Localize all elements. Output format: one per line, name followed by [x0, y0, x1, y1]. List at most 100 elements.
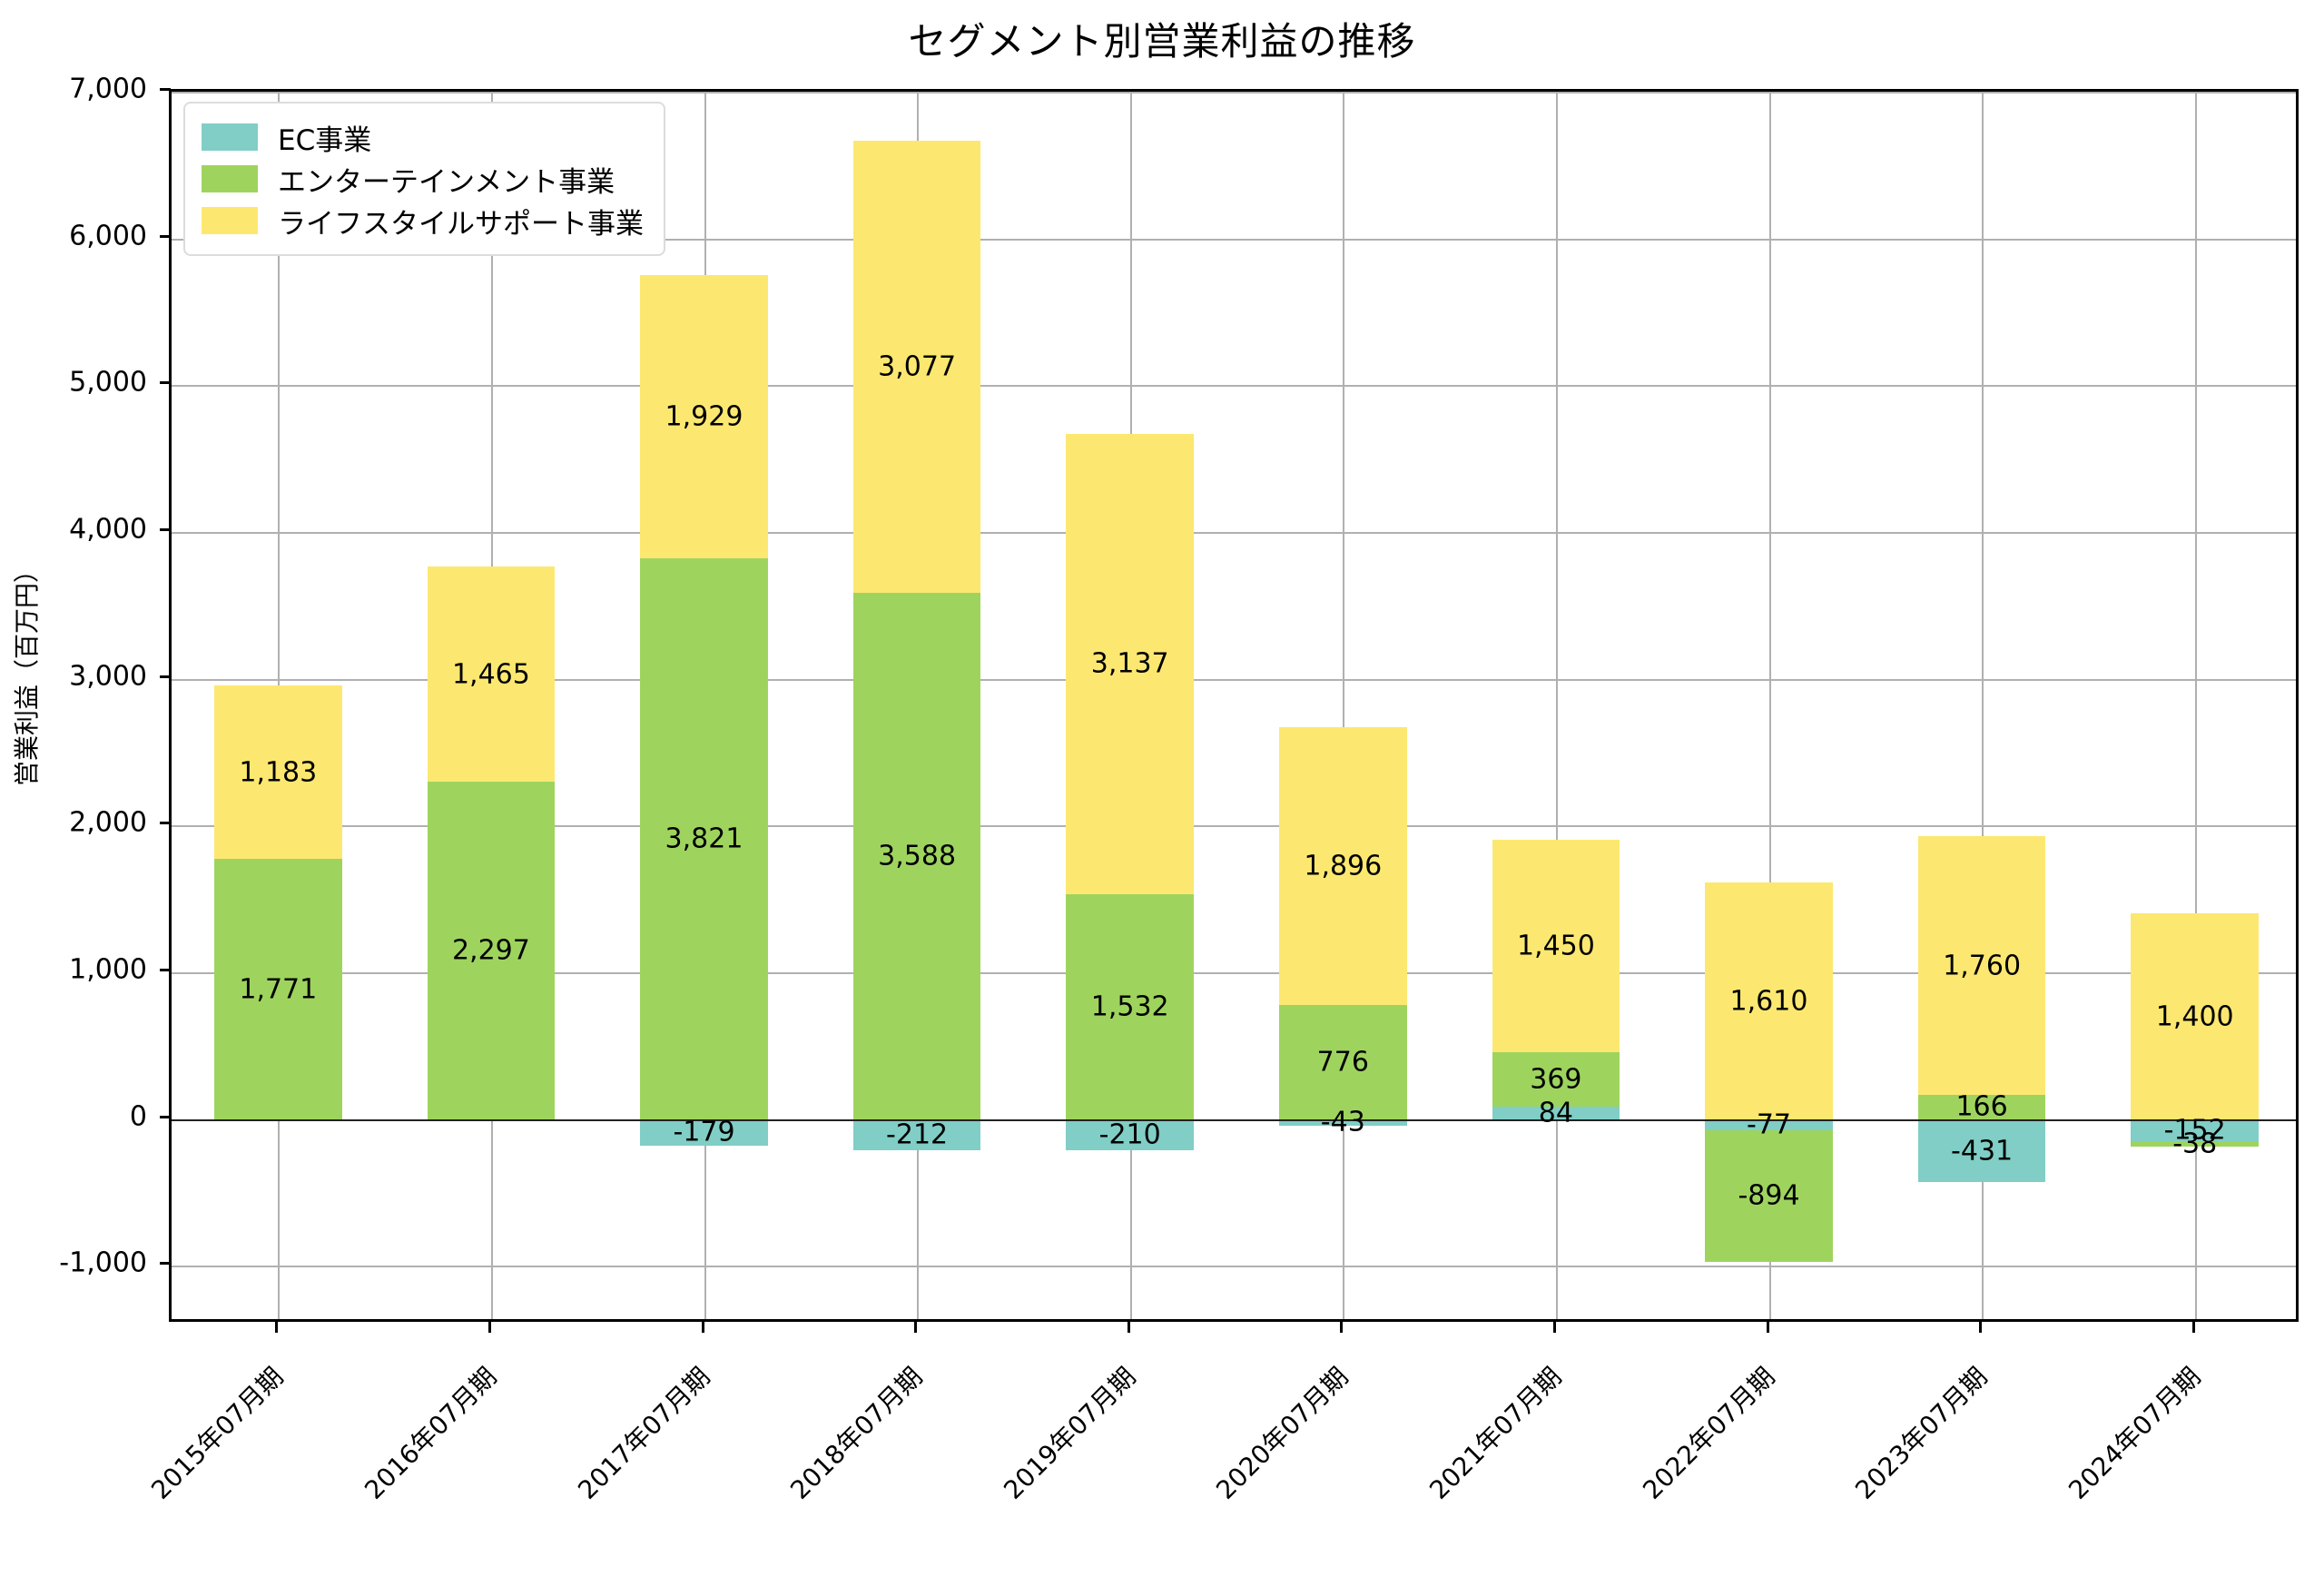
bar-value-label: 1,610 [1729, 985, 1808, 1018]
vertical-gridline [1768, 92, 1771, 1319]
bar-segment[interactable] [1492, 840, 1620, 1053]
bar-value-label: -179 [673, 1116, 735, 1148]
bar-value-label: -894 [1738, 1179, 1800, 1212]
x-axis-tick-mark [1340, 1322, 1344, 1333]
x-axis-tick-label: 2021年07月期 [1423, 1361, 1568, 1505]
bar-value-label: 3,821 [665, 823, 743, 855]
bar-segment[interactable] [1492, 1107, 1620, 1119]
bar-segment[interactable] [1705, 882, 1833, 1119]
plot-area: 1,771 1,183 2,297 1,465 -179 3,821 1,929 -212 3,… [169, 89, 2299, 1322]
y-axis-tick-mark [160, 528, 171, 531]
legend-item-label: EC事業 [278, 123, 372, 157]
bar-value-label: 1,400 [2155, 1000, 2234, 1032]
x-axis-tick-mark [1127, 1322, 1130, 1333]
bar-segment[interactable] [1278, 726, 1407, 1006]
x-axis-tick-mark [701, 1322, 704, 1333]
y-axis-tick-mark [160, 1262, 171, 1266]
bar-segment[interactable] [852, 141, 981, 593]
x-axis-tick-label: 2018年07月期 [784, 1361, 929, 1505]
y-axis-tick-label: 5,000 [69, 366, 147, 399]
x-axis-tick-mark [1766, 1322, 1769, 1333]
bar-segment[interactable] [1492, 1052, 1620, 1108]
bar-value-label: 1,896 [1304, 850, 1383, 882]
bar-segment[interactable] [213, 859, 342, 1119]
bar-value-label: 1,771 [239, 973, 318, 1005]
bar-value-label: -210 [1098, 1118, 1161, 1151]
horizontal-gridline [172, 825, 2296, 828]
y-axis-tick-label: -1,000 [59, 1246, 147, 1279]
horizontal-gridline [172, 972, 2296, 974]
horizontal-gridline [172, 385, 2296, 388]
x-axis-tick-mark [1552, 1322, 1556, 1333]
bar-value-label: -431 [1951, 1135, 2014, 1167]
y-axis-tick-mark [160, 822, 171, 825]
y-axis-tick-label: 2,000 [69, 806, 147, 839]
bar-segment[interactable] [213, 685, 342, 860]
legend-swatch-icon [202, 165, 258, 192]
horizontal-gridline [172, 238, 2296, 241]
bar-value-label: -152 [2163, 1114, 2226, 1147]
x-axis-tick-mark [2191, 1322, 2195, 1333]
bar-value-label: 776 [1316, 1046, 1369, 1079]
bar-segment[interactable] [1066, 433, 1195, 894]
bar-segment[interactable] [1278, 1005, 1407, 1119]
x-axis-tick-mark [275, 1322, 279, 1333]
bar-segment[interactable] [1917, 1094, 2046, 1119]
legend-item-1[interactable]: エンターテインメント事業 [202, 158, 644, 200]
bar-value-label: 369 [1530, 1063, 1582, 1096]
bar-value-label: 3,137 [1090, 647, 1169, 680]
horizontal-gridline [172, 678, 2296, 681]
chart-figure: セグメント別営業利益の推移 営業利益（百万円） -1,000 0 1,000 2,00… [12, 19, 2299, 1505]
bar-value-label: 1,465 [451, 658, 530, 691]
bar-segment[interactable] [640, 275, 768, 558]
legend-swatch-icon [202, 123, 258, 151]
x-axis-tick-label: 2019年07月期 [997, 1361, 1142, 1505]
legend-item-2[interactable]: ライフスタイルサポート事業 [202, 200, 644, 241]
vertical-gridline [1555, 92, 1558, 1319]
x-axis-tick-label: 2015年07月期 [145, 1361, 290, 1505]
legend-item-label: ライフスタイルサポート事業 [278, 207, 644, 241]
bar-value-label: -77 [1747, 1108, 1791, 1141]
bar-value-label: -212 [886, 1118, 949, 1151]
bar-segment[interactable] [1066, 893, 1195, 1119]
horizontal-gridline [172, 92, 2296, 94]
bar-segment[interactable] [640, 557, 768, 1119]
bar-segment[interactable] [640, 1118, 768, 1146]
bar-segment[interactable] [852, 592, 981, 1119]
bar-value-label: 3,588 [878, 840, 957, 872]
legend-item-0[interactable]: EC事業 [202, 116, 644, 158]
x-axis-tick-label: 2024年07月期 [2062, 1361, 2207, 1505]
bar-segment[interactable] [1705, 1118, 1833, 1131]
bar-segment[interactable] [1278, 1118, 1407, 1126]
bar-segment[interactable] [1917, 1118, 2046, 1183]
bar-value-label: 2,297 [451, 934, 530, 967]
zero-line [172, 1118, 2296, 1121]
bar-segment[interactable] [2131, 913, 2260, 1119]
y-axis-tick-label: 7,000 [69, 73, 147, 105]
bar-segment[interactable] [427, 782, 556, 1119]
horizontal-gridline [172, 532, 2296, 534]
bar-segment[interactable] [1705, 1130, 1833, 1262]
bar-segment[interactable] [852, 1118, 981, 1150]
bar-value-label: 1,183 [239, 756, 318, 789]
vertical-gridline [1343, 92, 1345, 1319]
x-axis-tick-label: 2020年07月期 [1210, 1361, 1354, 1505]
bar-segment[interactable] [2131, 1118, 2260, 1142]
bar-value-label: 3,077 [878, 350, 957, 383]
legend-item-label: エンターテインメント事業 [278, 165, 615, 199]
bar-segment[interactable] [427, 566, 556, 783]
bar-segment[interactable] [1917, 836, 2046, 1095]
y-axis-tick-mark [160, 234, 171, 238]
bar-segment[interactable] [2131, 1141, 2260, 1148]
bar-value-label: -43 [1320, 1106, 1365, 1138]
chart-legend: EC事業エンターテインメント事業 ライフスタイルサポート事業 [183, 102, 665, 256]
x-axis-tick-label: 2017年07月期 [571, 1361, 716, 1505]
x-axis-tick-mark [1979, 1322, 1983, 1333]
y-axis-tick-label: 0 [129, 1100, 147, 1133]
x-axis-tick-label: 2022年07月期 [1636, 1361, 1781, 1505]
x-axis-tick-mark [487, 1322, 491, 1333]
bar-segment[interactable] [1066, 1118, 1195, 1150]
y-axis-tick-mark [160, 1115, 171, 1118]
bar-value-label: 1,532 [1090, 990, 1169, 1023]
bar-value-label: 1,450 [1516, 930, 1595, 962]
